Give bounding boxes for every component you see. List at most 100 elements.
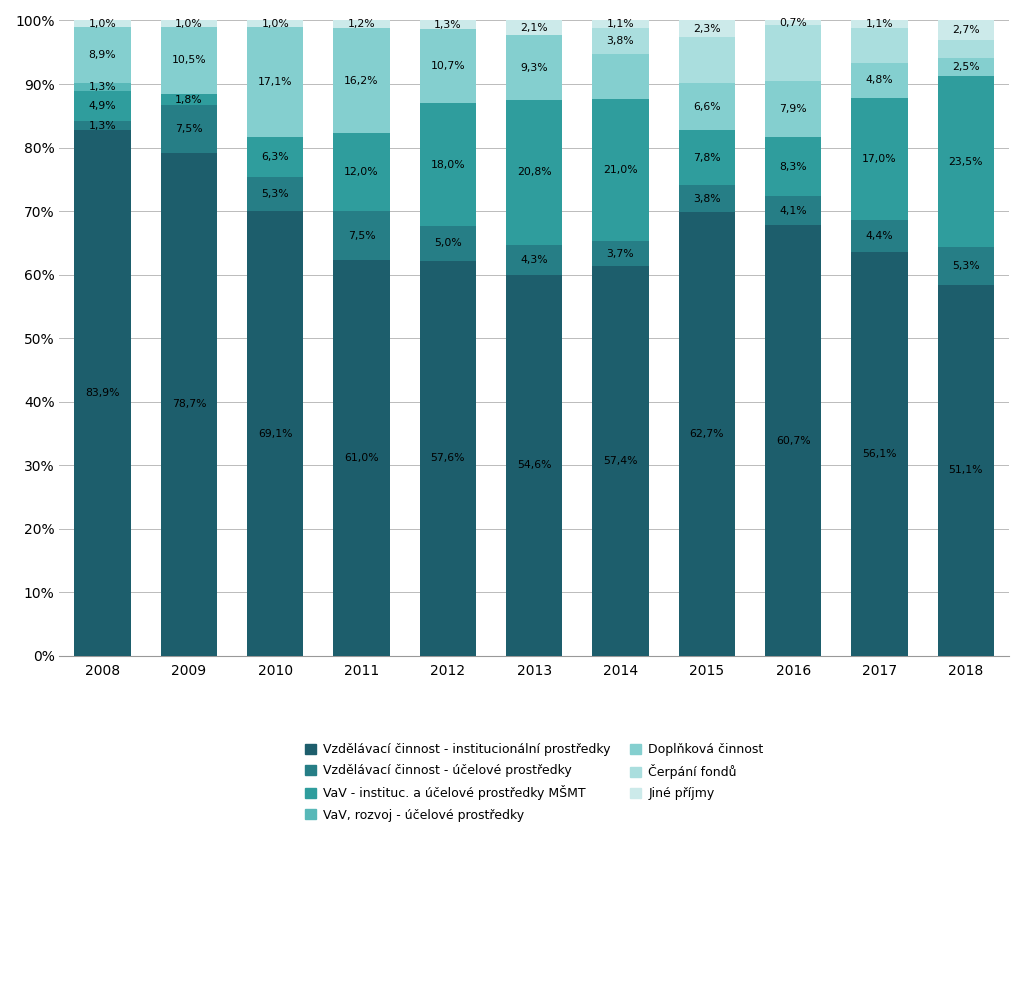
Text: 1,3%: 1,3%	[434, 20, 462, 30]
Text: 61,0%: 61,0%	[344, 453, 379, 463]
Text: 4,9%: 4,9%	[89, 101, 117, 111]
Text: 3,7%: 3,7%	[606, 248, 634, 258]
Bar	[851, 251, 907, 656]
Text: 1,1%: 1,1%	[865, 20, 893, 30]
Bar	[75, 122, 131, 130]
Text: 0,7%: 0,7%	[779, 18, 807, 28]
Bar	[506, 21, 562, 35]
Text: 54,6%: 54,6%	[517, 461, 552, 471]
Text: 1,1%: 1,1%	[606, 19, 634, 29]
Text: 4,3%: 4,3%	[520, 255, 548, 265]
Bar	[334, 28, 389, 134]
Text: 7,5%: 7,5%	[175, 125, 203, 135]
Text: 21,0%: 21,0%	[603, 165, 638, 174]
Bar	[765, 196, 821, 225]
Bar	[938, 246, 994, 285]
Bar	[679, 185, 735, 212]
Bar	[851, 21, 907, 29]
Text: 7,9%: 7,9%	[779, 105, 807, 115]
Bar	[161, 154, 217, 656]
Bar	[247, 27, 303, 137]
Text: 7,8%: 7,8%	[693, 153, 721, 163]
Bar	[679, 21, 735, 37]
Text: 69,1%: 69,1%	[258, 429, 293, 439]
Bar	[420, 21, 476, 30]
Text: 2,5%: 2,5%	[952, 62, 980, 72]
Bar	[851, 29, 907, 63]
Bar	[506, 35, 562, 100]
Text: 1,0%: 1,0%	[261, 19, 289, 29]
Text: 9,3%: 9,3%	[520, 63, 548, 73]
Bar	[679, 37, 735, 84]
Bar	[334, 134, 389, 211]
Text: 56,1%: 56,1%	[862, 449, 897, 459]
Text: 62,7%: 62,7%	[689, 429, 724, 439]
Bar	[938, 58, 994, 77]
Text: 2,7%: 2,7%	[952, 25, 980, 35]
Text: 4,8%: 4,8%	[865, 75, 893, 86]
Bar	[938, 40, 994, 58]
Bar	[593, 241, 648, 266]
Bar	[679, 212, 735, 656]
Bar	[593, 54, 648, 99]
Bar	[506, 245, 562, 275]
Bar	[765, 225, 821, 656]
Bar	[938, 285, 994, 656]
Text: 57,6%: 57,6%	[431, 453, 465, 464]
Text: 51,1%: 51,1%	[948, 466, 983, 476]
Bar	[334, 211, 389, 260]
Text: 5,3%: 5,3%	[952, 261, 980, 271]
Bar	[765, 138, 821, 196]
Bar	[161, 21, 217, 27]
Bar	[679, 131, 735, 185]
Text: 83,9%: 83,9%	[85, 388, 120, 398]
Text: 1,0%: 1,0%	[175, 19, 203, 29]
Text: 6,3%: 6,3%	[261, 153, 289, 163]
Bar	[420, 30, 476, 103]
Text: 12,0%: 12,0%	[344, 167, 379, 177]
Text: 18,0%: 18,0%	[430, 160, 465, 169]
Text: 17,1%: 17,1%	[258, 77, 293, 87]
Text: 2,3%: 2,3%	[693, 24, 721, 34]
Bar	[765, 26, 821, 82]
Bar	[334, 21, 389, 28]
Bar	[161, 94, 217, 106]
Text: 4,4%: 4,4%	[865, 231, 893, 241]
Bar	[765, 82, 821, 138]
Text: 1,3%: 1,3%	[89, 82, 117, 92]
Text: 6,6%: 6,6%	[693, 102, 721, 112]
Bar	[679, 84, 735, 131]
Bar	[420, 260, 476, 656]
Bar	[247, 211, 303, 656]
Text: 20,8%: 20,8%	[517, 167, 552, 177]
Bar	[851, 98, 907, 220]
Bar	[851, 63, 907, 98]
Bar	[938, 77, 994, 246]
Bar	[161, 106, 217, 154]
Bar	[161, 27, 217, 94]
Bar	[75, 83, 131, 91]
Text: 1,0%: 1,0%	[89, 19, 117, 29]
Text: 8,9%: 8,9%	[89, 50, 117, 60]
Legend: Vzdělávací činnost - institucionální prostředky, Vzdělávací činnost - účelové pr: Vzdělávací činnost - institucionální pro…	[300, 738, 769, 827]
Text: 8,3%: 8,3%	[779, 162, 807, 171]
Text: 23,5%: 23,5%	[948, 157, 983, 166]
Text: 10,5%: 10,5%	[172, 56, 206, 66]
Bar	[247, 21, 303, 27]
Bar	[334, 260, 389, 656]
Text: 60,7%: 60,7%	[776, 436, 810, 446]
Bar	[75, 130, 131, 656]
Bar	[75, 21, 131, 27]
Bar	[247, 177, 303, 211]
Bar	[247, 137, 303, 177]
Text: 2,1%: 2,1%	[520, 23, 548, 33]
Text: 5,0%: 5,0%	[434, 238, 462, 248]
Bar	[851, 220, 907, 251]
Bar	[75, 91, 131, 122]
Bar	[75, 27, 131, 83]
Text: 7,5%: 7,5%	[348, 230, 376, 240]
Bar	[420, 103, 476, 226]
Text: 3,8%: 3,8%	[606, 36, 634, 46]
Text: 4,1%: 4,1%	[779, 205, 807, 215]
Text: 17,0%: 17,0%	[862, 154, 897, 164]
